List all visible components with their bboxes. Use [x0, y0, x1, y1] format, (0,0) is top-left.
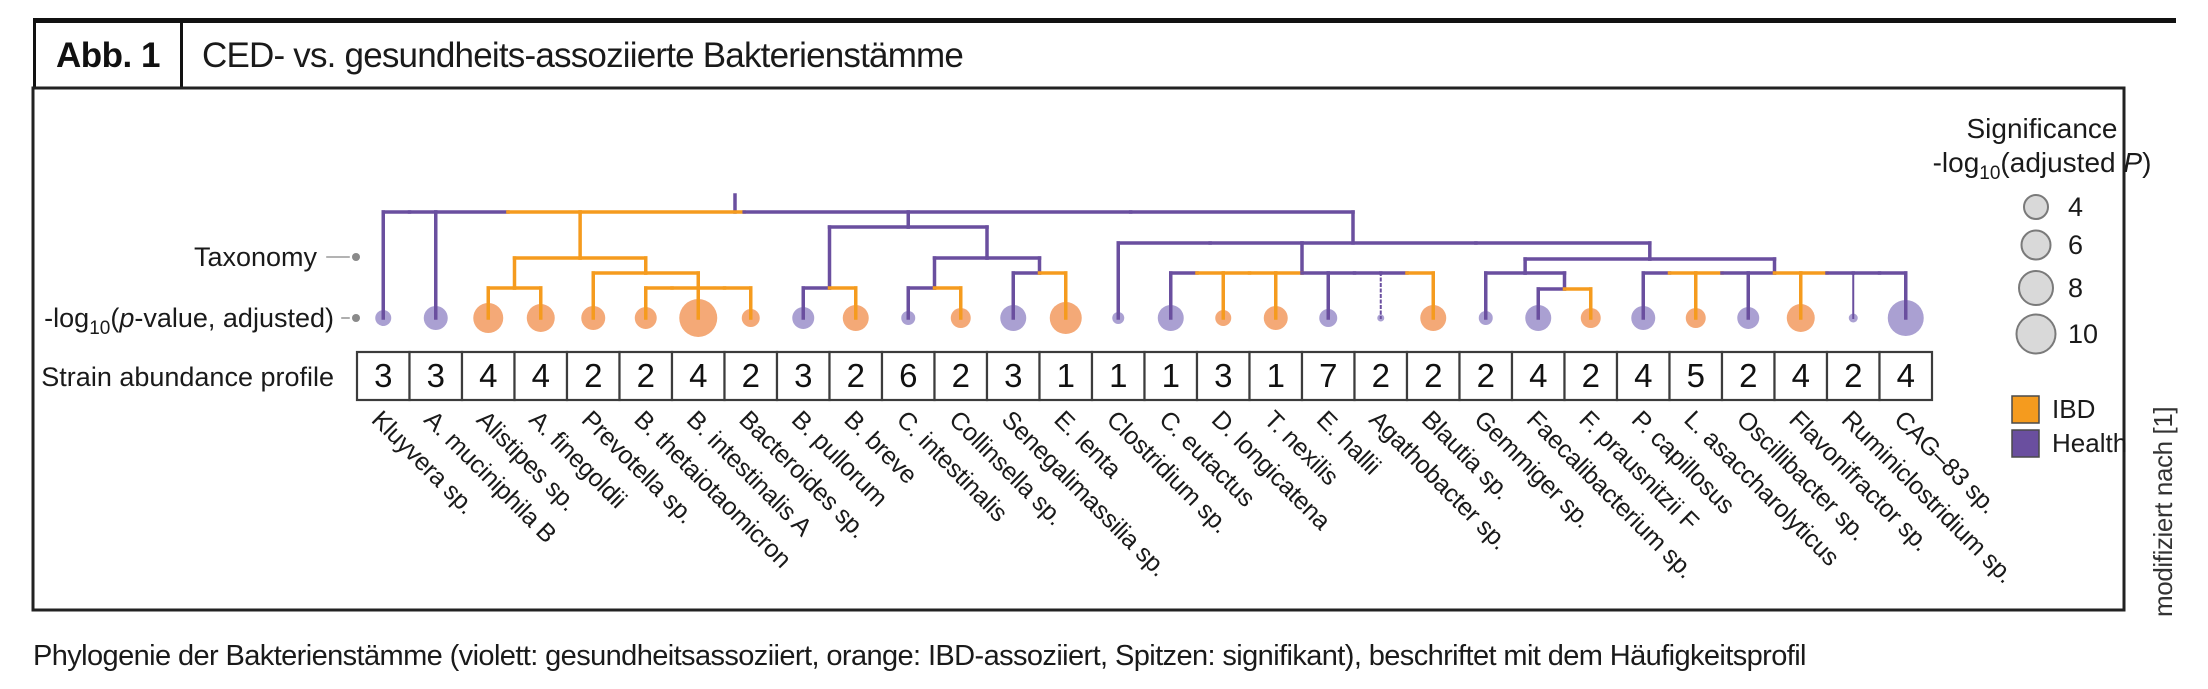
abundance-value: 3 [794, 357, 812, 394]
abundance-cell [1563, 350, 1619, 402]
abundance-cell [513, 350, 569, 402]
abundance-cell [408, 350, 464, 402]
abundance-value: 3 [374, 357, 392, 394]
figure-caption: Phylogenie der Bakterienstämme (violett:… [33, 640, 1806, 672]
abundance-cell [1143, 350, 1199, 402]
legend-size-circle [2018, 270, 2054, 306]
abundance-value: 2 [1424, 357, 1442, 394]
abundance-value: 2 [1372, 357, 1390, 394]
legend-size-value: 8 [2068, 273, 2083, 303]
legend-group-label: IBD [2052, 394, 2095, 424]
legend-size-value: 10 [2068, 319, 2098, 349]
abundance-cell [1300, 350, 1356, 402]
legend-group-label: Health [2052, 428, 2127, 458]
abundance-value: 2 [952, 357, 970, 394]
abundance-cell [1510, 350, 1566, 402]
abundance-value: 2 [637, 357, 655, 394]
abundance-cell [355, 350, 411, 402]
abundance-value: 4 [1529, 357, 1547, 394]
legend-size-circle [2023, 194, 2049, 220]
abundance-cell [1248, 350, 1304, 402]
abundance-value: 4 [479, 357, 497, 394]
pvalue-label: -log10(p-value, adjusted) [44, 303, 334, 339]
abundance-value: 6 [899, 357, 917, 394]
abundance-value: 2 [1739, 357, 1757, 394]
abundance-value: 1 [1057, 357, 1075, 394]
abundance-cell [880, 350, 936, 402]
abundance-value: 4 [1897, 357, 1915, 394]
abundance-value: 2 [1477, 357, 1495, 394]
figure-title: CED- vs. gesundheits-assoziierte Bakteri… [202, 35, 964, 75]
abundance-cell [1720, 350, 1776, 402]
abundance-value: 4 [689, 357, 707, 394]
abundance-value: 4 [1634, 357, 1652, 394]
abundance-value: 2 [847, 357, 865, 394]
taxonomy-label: Taxonomy [194, 242, 318, 272]
abundance-cell [1458, 350, 1514, 402]
abundance-cell [460, 350, 516, 402]
abundance-value: 1 [1109, 357, 1127, 394]
abundance-cell [723, 350, 779, 402]
figure-label: Abb. 1 [33, 23, 183, 88]
abundance-cell [1773, 350, 1829, 402]
legend-significance-title: Significance [1967, 113, 2118, 144]
chart-frame [31, 86, 2126, 612]
abundance-cell [1195, 350, 1251, 402]
abundance-cell [1353, 350, 1409, 402]
abundance-cell [670, 350, 726, 402]
abundance-cell [1825, 350, 1881, 402]
abundance-value: 2 [584, 357, 602, 394]
legend-size-circle [2020, 229, 2052, 261]
abundance-value: 1 [1162, 357, 1180, 394]
abundance-cell [1878, 350, 1934, 402]
abundance-cell [1668, 350, 1724, 402]
legend-group-swatch [2011, 429, 2040, 458]
abundance-value: 4 [1792, 357, 1810, 394]
pvalue-leader-dot [352, 314, 360, 322]
abundance-cell [775, 350, 831, 402]
abundance-value: 2 [1582, 357, 1600, 394]
abundance-value: 1 [1267, 357, 1285, 394]
legend-size-circle [2015, 313, 2057, 355]
taxonomy-leader-dot [352, 253, 360, 261]
legend-size-value: 6 [2068, 230, 2083, 260]
legend-size-value: 4 [2068, 192, 2083, 222]
abundance-value: 2 [1844, 357, 1862, 394]
abundance-cell [1090, 350, 1146, 402]
legend-group-swatch [2011, 395, 2040, 424]
abundance-value: 3 [1214, 357, 1232, 394]
abundance-value: 5 [1687, 357, 1705, 394]
abundance-value: 7 [1319, 357, 1337, 394]
legend-significance-subtitle: -log10(adjusted P) [1933, 147, 2152, 184]
figure-label-text: Abb. 1 [56, 35, 160, 75]
abundance-value: 3 [1004, 357, 1022, 394]
abundance-value: 2 [742, 357, 760, 394]
abundance-value: 4 [532, 357, 550, 394]
top-rule [33, 18, 2176, 23]
abundance-cell [1405, 350, 1461, 402]
source-note: modifiziert nach [1] [2148, 406, 2178, 617]
abundance-value: 3 [427, 357, 445, 394]
abundance-row-label: Strain abundance profile [41, 362, 334, 392]
